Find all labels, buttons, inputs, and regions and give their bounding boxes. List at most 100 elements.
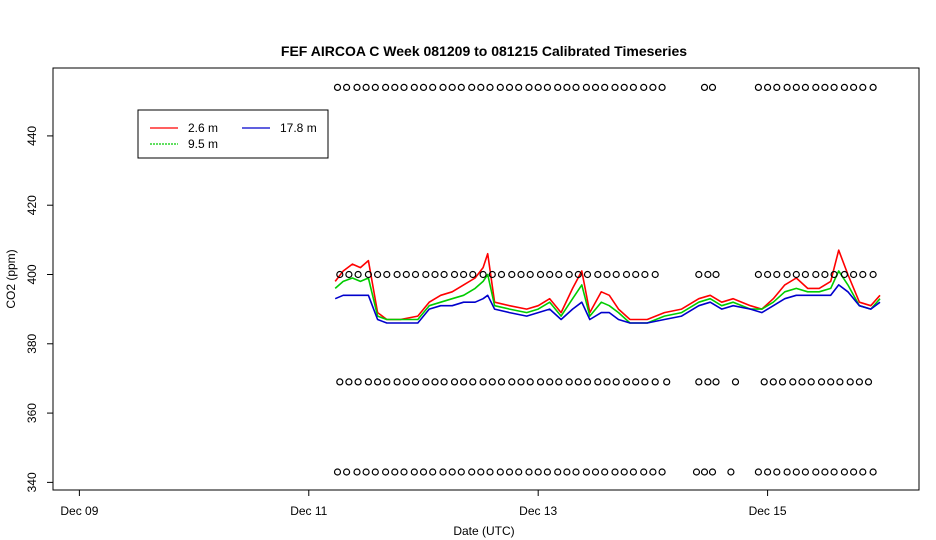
reference-point <box>649 468 657 476</box>
reference-point <box>704 378 712 386</box>
reference-point <box>572 468 580 476</box>
reference-point <box>821 270 829 279</box>
reference-point <box>477 83 485 92</box>
reference-point <box>517 270 525 279</box>
reference-point <box>649 83 657 92</box>
reference-point <box>629 83 638 92</box>
series-line-2-6m <box>334 249 881 321</box>
reference-point <box>582 83 591 92</box>
reference-point <box>429 83 437 92</box>
reference-point <box>496 468 504 476</box>
reference-point <box>783 270 791 279</box>
reference-point <box>640 468 648 476</box>
reference-point <box>479 378 487 386</box>
x-axis: Dec 09 Dec 11 Dec 13 Dec 15 <box>60 490 787 518</box>
legend-label-9-5m: 9.5 m <box>188 137 218 151</box>
reference-point <box>695 378 703 386</box>
reference-point <box>849 83 858 92</box>
x-axis-label: Date (UTC) <box>453 524 514 538</box>
reference-point <box>469 270 477 279</box>
reference-point <box>411 378 420 386</box>
reference-point <box>846 378 854 386</box>
reference-point <box>658 468 666 476</box>
reference-point <box>760 378 768 386</box>
reference-point <box>708 83 717 92</box>
reference-point <box>591 83 600 92</box>
reference-point <box>402 270 410 279</box>
series-line-17-8m <box>334 284 881 324</box>
reference-point <box>391 468 399 476</box>
reference-point <box>468 468 476 476</box>
reference-point <box>601 83 609 92</box>
reference-point <box>783 468 791 476</box>
reference-point <box>486 468 494 476</box>
reference-point <box>754 468 763 476</box>
y-tick-label: 420 <box>25 195 39 215</box>
reference-point <box>869 468 877 476</box>
reference-point <box>505 83 514 92</box>
reference-point <box>821 83 829 92</box>
reference-point <box>695 270 703 279</box>
reference-point <box>712 378 720 386</box>
reference-point <box>345 378 353 386</box>
y-tick-label: 380 <box>25 333 39 353</box>
chart-title: FEF AIRCOA C Week 081209 to 081215 Calib… <box>281 43 687 59</box>
reference-point <box>460 378 468 386</box>
reference-point <box>763 83 772 92</box>
reference-point <box>632 378 640 386</box>
reference-point <box>821 468 829 476</box>
y-axis: 340 360 380 400 420 440 <box>25 126 53 492</box>
reference-point <box>517 378 525 386</box>
reference-point <box>526 270 534 279</box>
reference-point <box>440 378 448 386</box>
reference-point <box>543 83 552 92</box>
reference-point <box>859 468 867 476</box>
reference-point <box>869 83 877 92</box>
reference-point <box>773 270 781 279</box>
x-tick-label: Dec 13 <box>519 504 557 518</box>
reference-point <box>727 468 735 476</box>
reference-point <box>869 270 877 279</box>
reference-point <box>343 83 351 92</box>
reference-point <box>534 468 542 476</box>
legend: 2.6 m 9.5 m 17.8 m <box>137 109 329 159</box>
reference-point <box>849 468 858 476</box>
reference-point <box>496 83 504 92</box>
reference-point <box>534 83 542 92</box>
reference-point <box>554 468 562 476</box>
reference-point <box>439 83 447 92</box>
reference-point <box>536 378 545 386</box>
reference-point <box>792 83 800 92</box>
reference-point <box>731 378 740 386</box>
reference-point <box>651 270 659 279</box>
reference-point <box>383 378 391 386</box>
reference-point <box>554 83 562 92</box>
reference-point <box>641 378 649 386</box>
reference-point <box>448 468 456 476</box>
reference-point <box>391 83 399 92</box>
reference-point <box>393 270 401 279</box>
y-tick-label: 400 <box>25 264 39 284</box>
reference-point <box>708 468 717 476</box>
reference-point <box>515 83 523 92</box>
reference-point <box>364 270 372 279</box>
reference-point <box>812 83 820 92</box>
reference-point <box>422 378 430 386</box>
reference-point <box>371 83 379 92</box>
reference-point <box>505 468 514 476</box>
reference-point <box>374 378 382 386</box>
reference-point <box>594 378 602 386</box>
reference-point <box>450 270 459 279</box>
legend-label-2-6m: 2.6 m <box>188 121 218 135</box>
reference-point <box>773 468 781 476</box>
reference-point <box>333 468 342 476</box>
reference-point <box>583 270 592 279</box>
reference-point <box>622 378 631 386</box>
y-tick-label: 360 <box>25 403 39 423</box>
reference-point <box>830 83 838 92</box>
reference-point <box>629 468 638 476</box>
reference-point <box>469 378 477 386</box>
reference-point <box>563 468 571 476</box>
reference-point <box>422 270 430 279</box>
